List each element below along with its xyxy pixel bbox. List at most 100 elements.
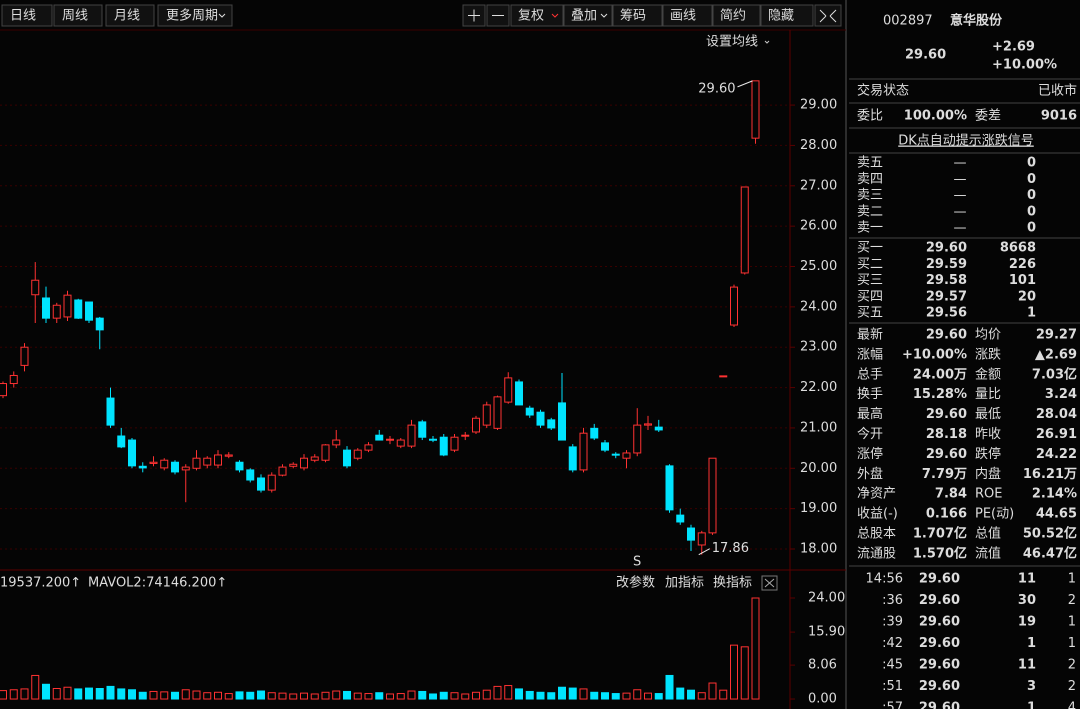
field-value: 29.27	[1036, 328, 1077, 343]
bid-price: 29.58	[926, 273, 967, 288]
field-label: 涨停	[857, 446, 883, 462]
stock-name: 意华股份	[950, 13, 1003, 29]
candle-body	[52, 304, 61, 319]
tick-time: 14:56	[866, 572, 903, 587]
tick-volume: 19	[1018, 615, 1036, 630]
field-label: 委差	[975, 109, 1001, 124]
indicator-tool[interactable]: 改参数	[616, 575, 655, 591]
candle-body	[332, 439, 341, 446]
field-label: 昨收	[975, 427, 1001, 442]
field-label: 量比	[975, 387, 1001, 402]
ma-setting[interactable]: 设置均线	[706, 35, 758, 50]
candle-body	[472, 417, 480, 433]
field-value: 1.707亿	[913, 526, 967, 542]
candle-body	[192, 457, 201, 469]
candle-body	[117, 435, 126, 448]
candle-body	[0, 383, 7, 397]
volume-bar	[386, 693, 394, 700]
tool-button[interactable]	[612, 4, 663, 27]
tool-button[interactable]	[712, 4, 761, 27]
field-value: 46.47亿	[1023, 545, 1077, 561]
low-annotation: 17.86	[712, 541, 749, 556]
period-label: 周线	[62, 9, 88, 24]
candle-body	[601, 442, 609, 451]
period-button[interactable]	[53, 4, 103, 27]
period-label: 月线	[114, 9, 140, 24]
tick-volume: 1	[1027, 701, 1036, 709]
volume-bar	[74, 688, 83, 700]
tick-time: :39	[882, 615, 903, 630]
volume-bar	[267, 692, 276, 700]
candle-body	[9, 374, 18, 385]
candle-body	[536, 411, 545, 426]
tick-price: 29.60	[919, 572, 960, 587]
volume-bar	[353, 692, 362, 700]
stock-code: 002897	[883, 14, 933, 29]
tool-button[interactable]	[662, 4, 713, 27]
price-pct: +10.00%	[992, 58, 1057, 73]
volume-bar	[235, 691, 244, 700]
volume-bar	[687, 689, 695, 700]
volume-bar	[375, 692, 384, 700]
signal-link[interactable]: DK点自动提示涨跌信号	[898, 133, 1034, 149]
period-button[interactable]	[157, 4, 233, 27]
y-tick-label: 0.00	[808, 692, 837, 707]
indicator-tool[interactable]: 换指标	[713, 576, 752, 591]
field-value: 100.00%	[904, 109, 967, 124]
volume-bar	[622, 692, 631, 700]
volume-bar	[644, 692, 652, 700]
period-label: 更多周期	[166, 8, 218, 24]
fullscreen-icon	[819, 9, 837, 23]
tick-time: :51	[882, 679, 903, 694]
tool-label: 筹码	[620, 8, 646, 24]
volume-bar	[439, 691, 448, 700]
field-label: 收益(-)	[857, 507, 898, 522]
y-tick-label: 23.00	[800, 340, 837, 355]
tick-count: 2	[1068, 679, 1076, 694]
indicator-tool[interactable]: 加指标	[665, 576, 704, 591]
tool-button[interactable]	[510, 4, 564, 27]
candle-body	[375, 434, 384, 441]
tick-volume: 30	[1018, 593, 1036, 608]
fullscreen[interactable]	[814, 4, 842, 27]
candle-body	[493, 396, 502, 429]
volume-bar	[665, 674, 674, 700]
field-label: ROE	[975, 487, 1002, 502]
tick-volume: 3	[1027, 679, 1036, 694]
volume-bar	[181, 689, 190, 700]
field-label: 涨跌	[975, 346, 1001, 362]
volume-bar	[504, 685, 513, 700]
volume-bar	[321, 691, 330, 700]
candle-body	[665, 465, 674, 511]
close-pane[interactable]	[761, 575, 778, 591]
volume-bar	[579, 688, 588, 700]
field-value: 24.22	[1036, 447, 1077, 462]
period-button[interactable]	[105, 4, 155, 27]
volume-bar	[676, 687, 685, 700]
period-button[interactable]	[1, 4, 53, 27]
tool-button[interactable]	[760, 4, 814, 27]
field-label: 总手	[857, 367, 883, 382]
dropdown-icon	[218, 13, 226, 18]
ask-label: 卖四	[857, 172, 883, 187]
field-value: 28.18	[926, 427, 967, 442]
volume-bar	[407, 690, 416, 700]
volume-bar	[740, 646, 749, 700]
volume-bar	[31, 674, 40, 700]
field-value: 2.14%	[1032, 487, 1077, 502]
tick-count: 2	[1068, 658, 1076, 673]
volume-bar	[482, 689, 491, 700]
y-tick-label: 24.00	[800, 299, 837, 314]
tool-button[interactable]	[563, 4, 613, 27]
field-value: ▲2.69	[1035, 347, 1077, 362]
candle-body	[676, 514, 685, 523]
field-value: +10.00%	[902, 347, 967, 362]
field-value: 28.04	[1036, 407, 1077, 422]
ask-volume: 0	[1027, 188, 1036, 203]
tick-price: 29.60	[919, 679, 960, 694]
field-value: 29.60	[926, 328, 967, 343]
legend-entry: MAVOL2:74146.200↑	[88, 576, 227, 591]
field-label: 今开	[857, 426, 883, 442]
candle-body	[160, 459, 169, 469]
candle-body	[654, 426, 663, 431]
